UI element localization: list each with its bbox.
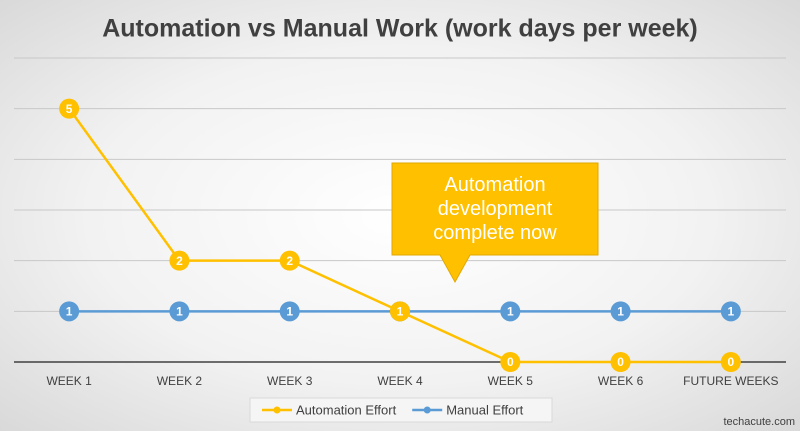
x-tick-label: WEEK 4 xyxy=(377,374,423,388)
data-point: 1 xyxy=(169,301,190,322)
data-label: 1 xyxy=(617,305,624,319)
watermark: techacute.com xyxy=(723,416,795,428)
data-point: 2 xyxy=(279,250,300,271)
callout-shape xyxy=(391,162,599,284)
data-label: 0 xyxy=(507,355,514,369)
marker xyxy=(500,301,521,322)
data-label: 0 xyxy=(617,355,624,369)
marker xyxy=(169,250,190,271)
data-label: 2 xyxy=(176,254,183,268)
data-point: 1 xyxy=(59,301,80,322)
data-label: 2 xyxy=(286,254,293,268)
x-tick-label: WEEK 3 xyxy=(267,374,313,388)
annotation: Automation development complete now xyxy=(433,174,557,244)
data-label: 1 xyxy=(728,305,735,319)
data-label: 1 xyxy=(66,305,73,319)
data-label: 1 xyxy=(397,305,404,319)
marker xyxy=(59,98,80,119)
data-point: 1 xyxy=(279,301,300,322)
legend-label: Automation Effort xyxy=(296,402,397,417)
legend-label: Manual Effort xyxy=(446,402,523,417)
marker xyxy=(390,301,410,322)
legend-marker xyxy=(423,406,431,414)
data-label: 1 xyxy=(286,305,293,319)
data-point: 0 xyxy=(610,352,631,372)
chart-title: Automation vs Manual Work (work days per… xyxy=(102,15,698,43)
marker xyxy=(279,301,300,322)
marker xyxy=(720,301,741,322)
x-tick-label: WEEK 6 xyxy=(598,374,644,388)
data-point: 5 xyxy=(59,98,80,119)
data-label: 1 xyxy=(176,305,183,319)
x-tick-label: WEEK 1 xyxy=(46,374,92,388)
marker xyxy=(59,301,80,322)
x-tick-label: WEEK 2 xyxy=(157,374,203,388)
data-point: 0 xyxy=(720,352,741,372)
x-tick-label: FUTURE WEEKS xyxy=(683,374,778,388)
marker xyxy=(279,250,300,271)
x-tick-label: WEEK 5 xyxy=(488,374,534,388)
marker xyxy=(720,352,741,372)
data-point: 0 xyxy=(500,352,521,372)
marker xyxy=(610,352,631,372)
data-point: 2 xyxy=(169,250,190,271)
legend-box xyxy=(249,397,553,423)
data-label: 0 xyxy=(728,355,735,369)
marker xyxy=(500,352,521,372)
data-point: 1 xyxy=(390,301,410,322)
data-label: 1 xyxy=(507,305,514,319)
data-label: 5 xyxy=(66,102,73,116)
marker xyxy=(169,301,190,322)
data-point: 1 xyxy=(720,301,741,322)
legend-marker xyxy=(273,406,281,414)
marker xyxy=(610,301,631,322)
legend: Automation Effort Manual Effort xyxy=(249,397,553,423)
data-point: 1 xyxy=(610,301,631,322)
data-point: 1 xyxy=(500,301,521,322)
